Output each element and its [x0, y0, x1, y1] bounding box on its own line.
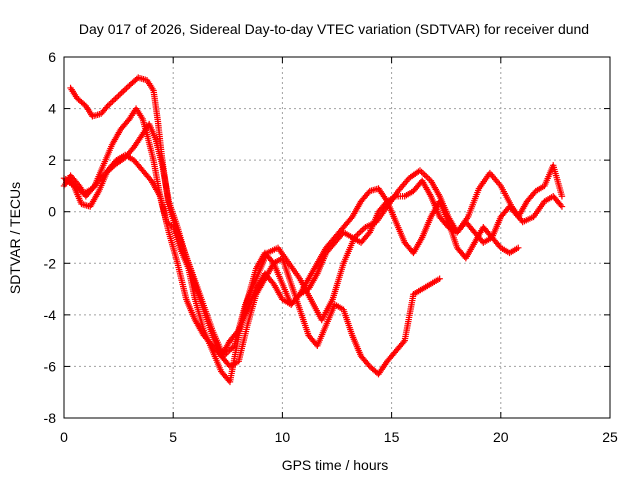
data-point: [355, 229, 363, 237]
data-point: [107, 99, 114, 107]
y-tick-label: -6: [44, 358, 57, 374]
plot-frame: [63, 56, 611, 419]
chart-title: Day 017 of 2026, Sidereal Day-to-day VTE…: [79, 21, 589, 37]
data-point: [112, 95, 119, 102]
series-day-3: [60, 105, 522, 386]
data-point: [106, 101, 113, 108]
data-point: [359, 226, 366, 234]
data-point: [115, 92, 122, 99]
data-point: [558, 193, 566, 200]
y-tick-label: 6: [48, 49, 56, 65]
x-tick-label: 0: [60, 429, 68, 445]
data-point: [109, 98, 116, 105]
data-point: [400, 338, 407, 346]
x-tick-label: 15: [384, 429, 400, 445]
data-point: [113, 93, 121, 101]
data-point: [234, 328, 241, 336]
data-point: [557, 201, 564, 209]
x-axis-label: GPS time / hours: [282, 457, 389, 473]
data-point: [365, 230, 372, 238]
data-point: [110, 96, 118, 104]
data-point: [436, 275, 443, 282]
y-axis-label: SDTVAR / TECUs: [7, 182, 23, 294]
y-tick-label: -8: [44, 410, 57, 426]
data-point: [424, 174, 431, 182]
data-point: [118, 89, 125, 96]
series-day-4: [60, 151, 566, 360]
x-tick-label: 25: [602, 429, 618, 445]
y-tick-label: 4: [48, 101, 56, 117]
data-point: [121, 86, 129, 93]
x-tick-label: 10: [275, 429, 291, 445]
data-point: [120, 88, 127, 95]
data-point: [90, 184, 97, 191]
y-tick-label: 2: [48, 152, 56, 168]
data-point: [228, 345, 235, 352]
data-point: [418, 168, 425, 176]
data-point: [421, 171, 428, 179]
y-tick-label: -4: [44, 307, 57, 323]
data-point: [116, 91, 124, 98]
x-tick-label: 5: [169, 429, 177, 445]
y-tick-label: -2: [44, 255, 57, 271]
data-point: [423, 173, 430, 180]
y-tick-label: 0: [48, 204, 56, 220]
data-point: [269, 258, 276, 266]
data-point: [558, 203, 566, 210]
data-point: [357, 228, 364, 235]
data-point: [515, 244, 522, 252]
data-point: [123, 85, 130, 92]
x-tick-label: 20: [493, 429, 509, 445]
series-layer: [60, 74, 566, 386]
